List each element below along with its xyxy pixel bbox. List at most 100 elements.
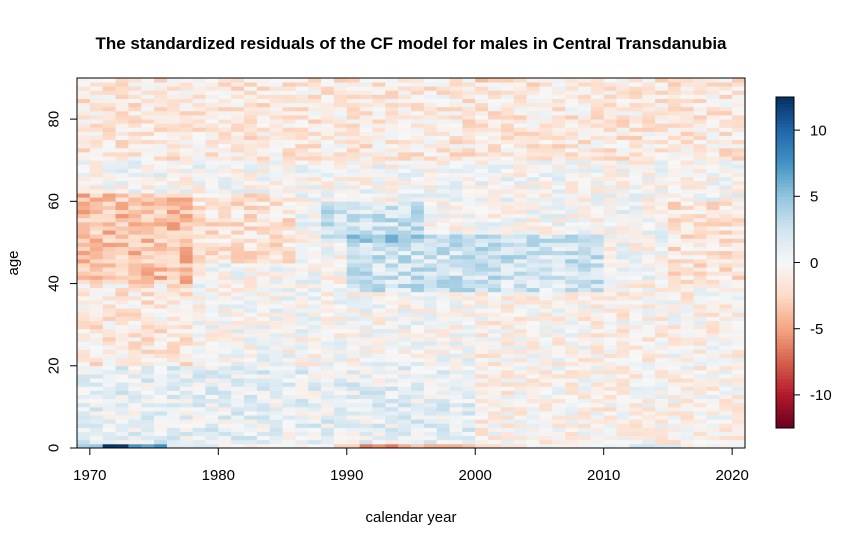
heatmap-cell — [436, 242, 450, 247]
heatmap-cell — [385, 398, 399, 404]
heatmap-cell — [693, 390, 707, 395]
heatmap-cell — [655, 341, 669, 346]
heatmap-cell — [693, 320, 707, 326]
heatmap-cell — [449, 279, 463, 284]
heatmap-cell — [141, 390, 155, 395]
heatmap-cell — [655, 300, 669, 305]
heatmap-cell — [680, 115, 695, 120]
heatmap-cell — [321, 353, 335, 358]
heatmap-cell — [385, 86, 399, 91]
heatmap-cell — [295, 254, 309, 260]
heatmap-cell — [359, 406, 373, 412]
heatmap-cell — [436, 374, 450, 379]
heatmap-cell — [282, 152, 296, 157]
heatmap-cell — [398, 275, 412, 280]
heatmap-cell — [680, 295, 695, 301]
heatmap-cell — [449, 82, 463, 87]
heatmap-cell — [706, 332, 720, 338]
heatmap-cell — [398, 431, 412, 437]
heatmap-cell — [462, 106, 476, 112]
heatmap-cell — [642, 415, 656, 420]
heatmap-cell — [372, 443, 386, 449]
heatmap-cell — [578, 143, 592, 149]
heatmap-cell — [115, 361, 129, 367]
heatmap-cell — [346, 102, 361, 108]
heatmap-cell — [411, 78, 425, 83]
heatmap-cell — [398, 115, 412, 120]
heatmap-cell — [166, 184, 181, 190]
heatmap-cell — [333, 110, 348, 116]
heatmap-cell — [449, 390, 463, 395]
heatmap-cell — [166, 427, 181, 432]
heatmap-cell — [359, 267, 373, 272]
heatmap-cell — [500, 279, 515, 284]
heatmap-cell — [667, 250, 682, 256]
heatmap-cell — [141, 332, 155, 338]
heatmap-cell — [513, 291, 528, 297]
heatmap-cell — [680, 349, 695, 354]
heatmap-cell — [462, 398, 476, 404]
heatmap-cell — [423, 201, 438, 206]
heatmap-cell — [539, 238, 553, 243]
heatmap-cell — [732, 361, 746, 367]
heatmap-cell — [166, 267, 181, 272]
heatmap-cell — [423, 168, 438, 173]
heatmap-cell — [385, 283, 399, 289]
heatmap-cell — [488, 300, 502, 305]
heatmap-cell — [590, 394, 605, 400]
heatmap-cell — [500, 287, 515, 293]
heatmap-cell — [732, 172, 746, 178]
heatmap-cell — [462, 139, 476, 145]
heatmap-cell — [192, 82, 206, 87]
heatmap-cell — [282, 82, 296, 87]
heatmap-cell — [256, 164, 271, 169]
heatmap-cell — [655, 324, 669, 330]
heatmap-cell — [655, 131, 669, 136]
heatmap-cell — [488, 143, 502, 149]
heatmap-cell — [231, 127, 245, 132]
heatmap-cell — [513, 337, 528, 342]
heatmap-cell — [385, 226, 399, 231]
heatmap-cell — [732, 431, 746, 437]
heatmap-cell — [552, 176, 566, 182]
heatmap-cell — [642, 419, 656, 424]
heatmap-cell — [179, 160, 194, 165]
heatmap-cell — [667, 332, 682, 338]
heatmap-cell — [218, 435, 232, 441]
heatmap-cell — [179, 205, 194, 210]
heatmap-cell — [423, 78, 438, 83]
heatmap-cell — [359, 316, 373, 321]
heatmap-cell — [282, 189, 296, 194]
heatmap-cell — [423, 328, 438, 334]
heatmap-cell — [642, 267, 656, 272]
heatmap-cell — [526, 201, 540, 206]
heatmap-cell — [500, 189, 515, 194]
heatmap-cell — [655, 234, 669, 239]
heatmap-cell — [333, 304, 348, 309]
heatmap-cell — [500, 184, 515, 190]
heatmap-cell — [693, 415, 707, 420]
heatmap-cell — [423, 267, 438, 272]
heatmap-cell — [166, 283, 181, 289]
heatmap-cell — [500, 382, 515, 387]
heatmap-cell — [333, 152, 348, 157]
heatmap-cell — [449, 291, 463, 297]
heatmap-cell — [256, 82, 271, 87]
heatmap-cell — [372, 337, 386, 342]
heatmap-cell — [269, 291, 283, 297]
heatmap-cell — [655, 378, 669, 383]
heatmap-cell — [539, 386, 553, 391]
heatmap-cell — [680, 287, 695, 293]
heatmap-cell — [244, 394, 258, 400]
heatmap-cell — [732, 180, 746, 186]
heatmap-cell — [102, 402, 116, 408]
heatmap-cell — [706, 102, 720, 108]
heatmap-cell — [102, 184, 116, 190]
heatmap-cell — [488, 123, 502, 128]
heatmap-cell — [719, 435, 733, 441]
heatmap-cell — [539, 135, 553, 141]
heatmap-cell — [462, 189, 476, 194]
heatmap-cell — [475, 152, 489, 157]
heatmap-cell — [616, 390, 630, 395]
heatmap-cell — [166, 378, 181, 383]
